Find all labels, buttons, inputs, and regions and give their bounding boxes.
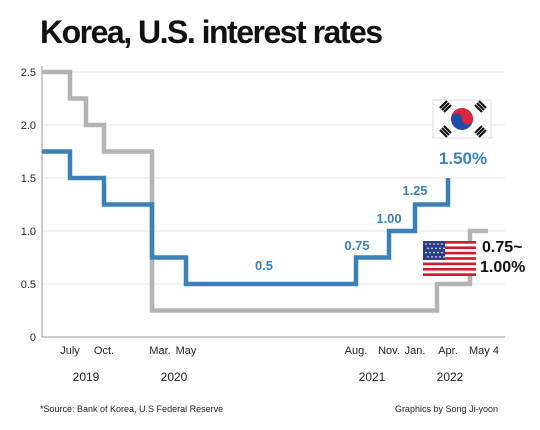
korea-flag-icon — [432, 99, 492, 139]
y-tick-0: 0 — [30, 332, 36, 344]
y-tick-0.5: 0.5 — [21, 279, 36, 291]
label-us-range-high: 1.00% — [480, 259, 525, 276]
series-line-us — [42, 69, 488, 313]
series-lines — [41, 69, 488, 313]
y-tick-1.5: 1.5 — [21, 173, 36, 185]
x-tick-july: July — [60, 345, 80, 357]
year-labels: 2019 2020 2021 2022 — [73, 370, 464, 384]
chart-title: Korea, U.S. interest rates — [40, 14, 383, 50]
year-2019: 2019 — [73, 370, 100, 384]
y-tick-labels: 0 0.5 1.0 1.5 2.0 2.5 — [21, 67, 36, 344]
source-note: *Source: Bank of Korea, U.S Federal Rese… — [40, 404, 224, 414]
label-korea-0.75: 0.75 — [344, 238, 369, 253]
x-tick-may: May — [176, 345, 197, 357]
label-korea-1.50: 1.50% — [439, 149, 487, 168]
x-tick-jan: Jan. — [405, 345, 426, 357]
x-tick-aug: Aug. — [345, 345, 368, 357]
year-2022: 2022 — [437, 370, 464, 384]
y-tick-2.5: 2.5 — [21, 67, 36, 79]
x-tick-labels: July Oct. Mar. May Aug. Nov. Jan. Apr. May 4 — [60, 345, 499, 357]
x-tick-may4: May 4 — [469, 345, 499, 357]
y-tick-1.0: 1.0 — [21, 226, 36, 238]
label-korea-1.00: 1.00 — [376, 211, 401, 226]
x-tick-apr: Apr. — [438, 345, 458, 357]
year-2021: 2021 — [359, 370, 386, 384]
label-korea-0.5: 0.5 — [255, 258, 273, 273]
x-tick-nov: Nov. — [378, 345, 400, 357]
x-tick-oct: Oct. — [94, 345, 114, 357]
us-flag-icon — [423, 241, 476, 276]
label-us-range-low: 0.75~ — [482, 239, 522, 256]
x-tick-mar: Mar. — [149, 345, 170, 357]
y-tick-2.0: 2.0 — [21, 120, 36, 132]
graphics-credit: Graphics by Song Ji-yoon — [394, 404, 498, 414]
label-korea-1.25: 1.25 — [402, 183, 427, 198]
year-2020: 2020 — [161, 370, 188, 384]
